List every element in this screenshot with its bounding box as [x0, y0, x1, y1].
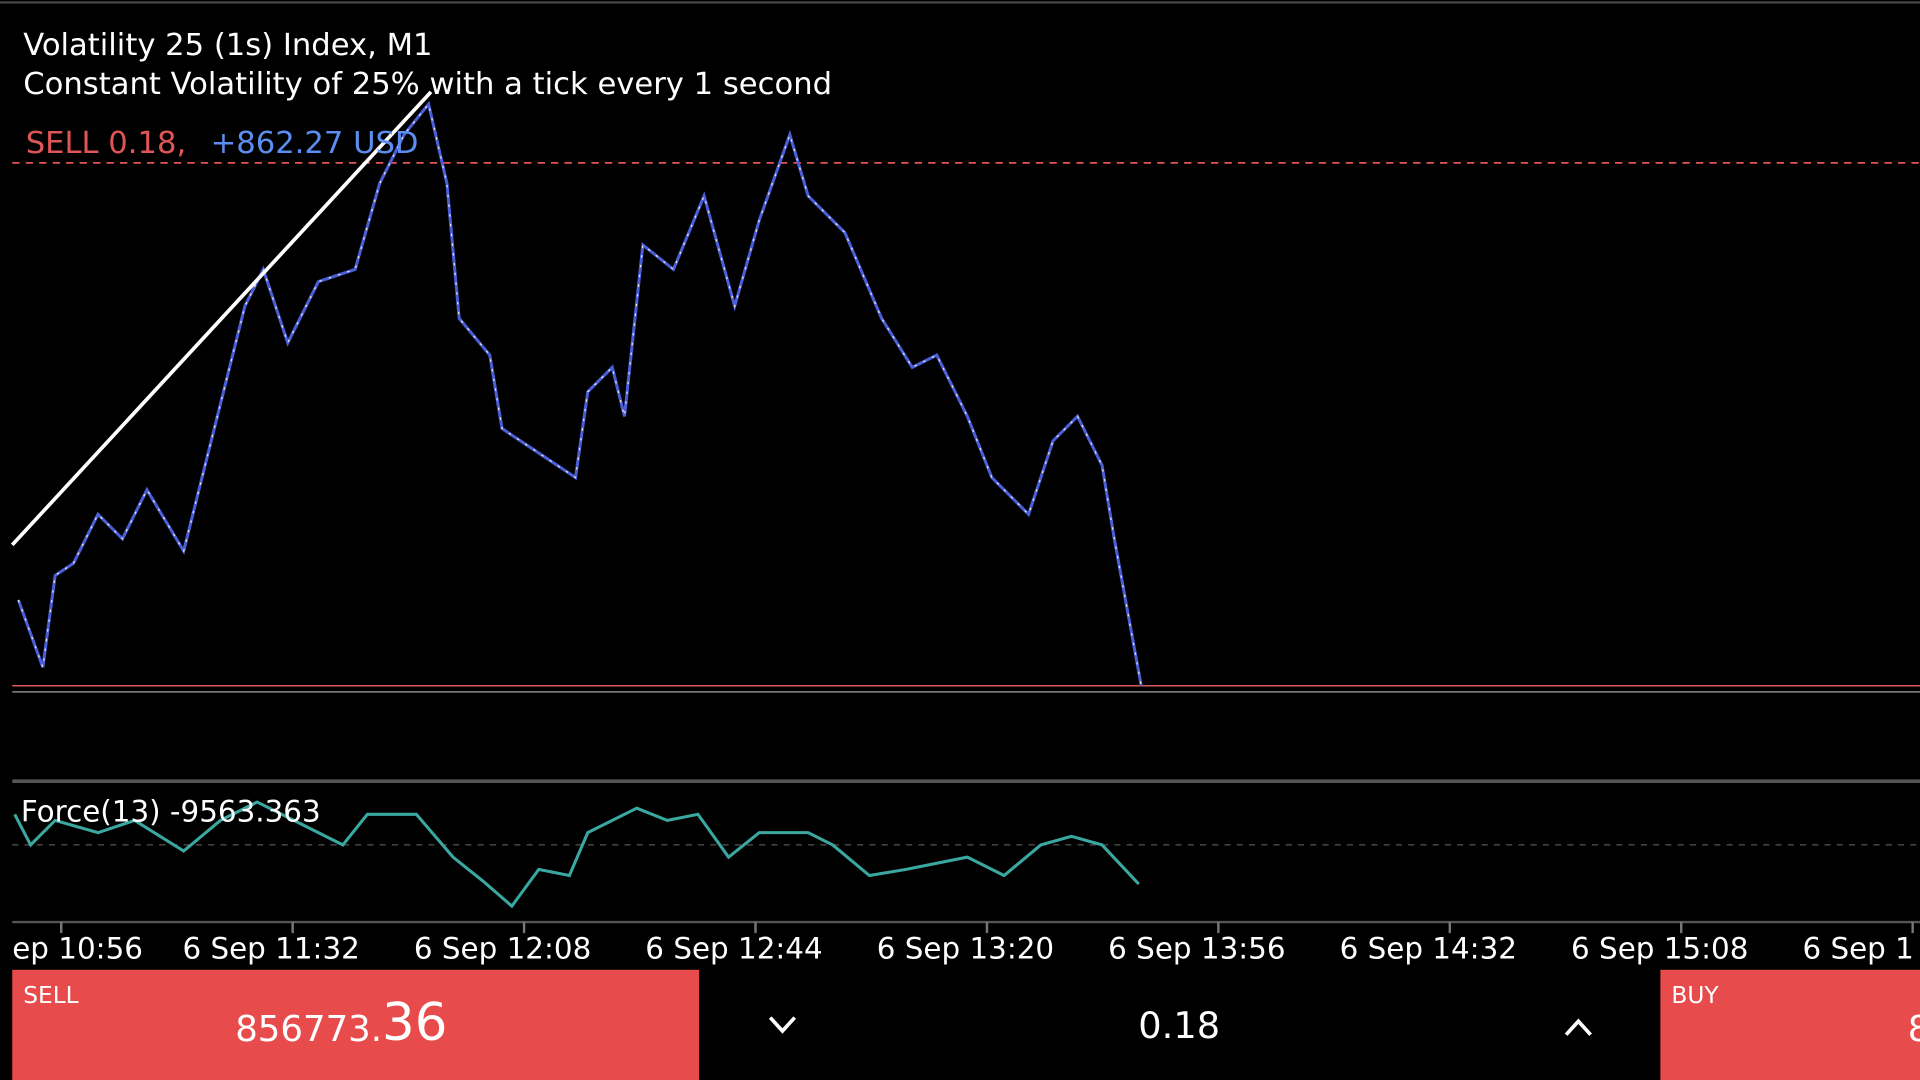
time-label: 6 Sep 12:08	[414, 932, 591, 966]
position-profit: +862.27 USD	[211, 126, 419, 161]
decrease-volume[interactable]	[768, 1016, 797, 1034]
time-label: 6 Sep 13:56	[1108, 932, 1285, 966]
trend-line[interactable]	[10, 90, 433, 547]
time-label: 6 Sep 13:20	[877, 932, 1054, 966]
position-side: SELL 0.18,	[26, 126, 187, 161]
volume-panel	[699, 969, 1661, 1080]
increase-volume[interactable]	[1564, 1018, 1592, 1036]
time-label: 6 Sep 15:08	[1571, 932, 1748, 966]
time-label: ep 10:56	[12, 932, 143, 966]
volume-value[interactable]: 0.18	[1138, 1004, 1220, 1047]
time-label: 6 Sep 12:44	[645, 932, 822, 966]
symbol-title: Volatility 25 (1s) Index, M1	[23, 28, 432, 63]
sell-button[interactable]	[12, 969, 700, 1080]
time-label: 6 Sep 11:32	[182, 932, 359, 966]
symbol-subtitle: Constant Volatility of 25% with a tick e…	[23, 67, 832, 102]
time-label: 6 Sep 14:32	[1340, 932, 1517, 966]
sell-price-main: 856773.	[235, 1009, 382, 1050]
indicator-label: Force(13) -9563.363	[21, 795, 321, 829]
force-line	[13, 800, 1140, 909]
sell-price-big: 36	[382, 993, 447, 1053]
sell-label: SELL	[23, 982, 78, 1009]
time-label: 6 Sep 1	[1802, 932, 1913, 966]
buy-button[interactable]	[1660, 969, 1920, 1080]
candle-highlights	[17, 102, 1142, 686]
buy-price: 8	[1908, 1009, 1920, 1050]
buy-label: BUY	[1671, 982, 1719, 1009]
time-axis-labels: ep 10:56 6 Sep 11:32 6 Sep 12:08 6 Sep 12:4…	[12, 922, 1914, 966]
